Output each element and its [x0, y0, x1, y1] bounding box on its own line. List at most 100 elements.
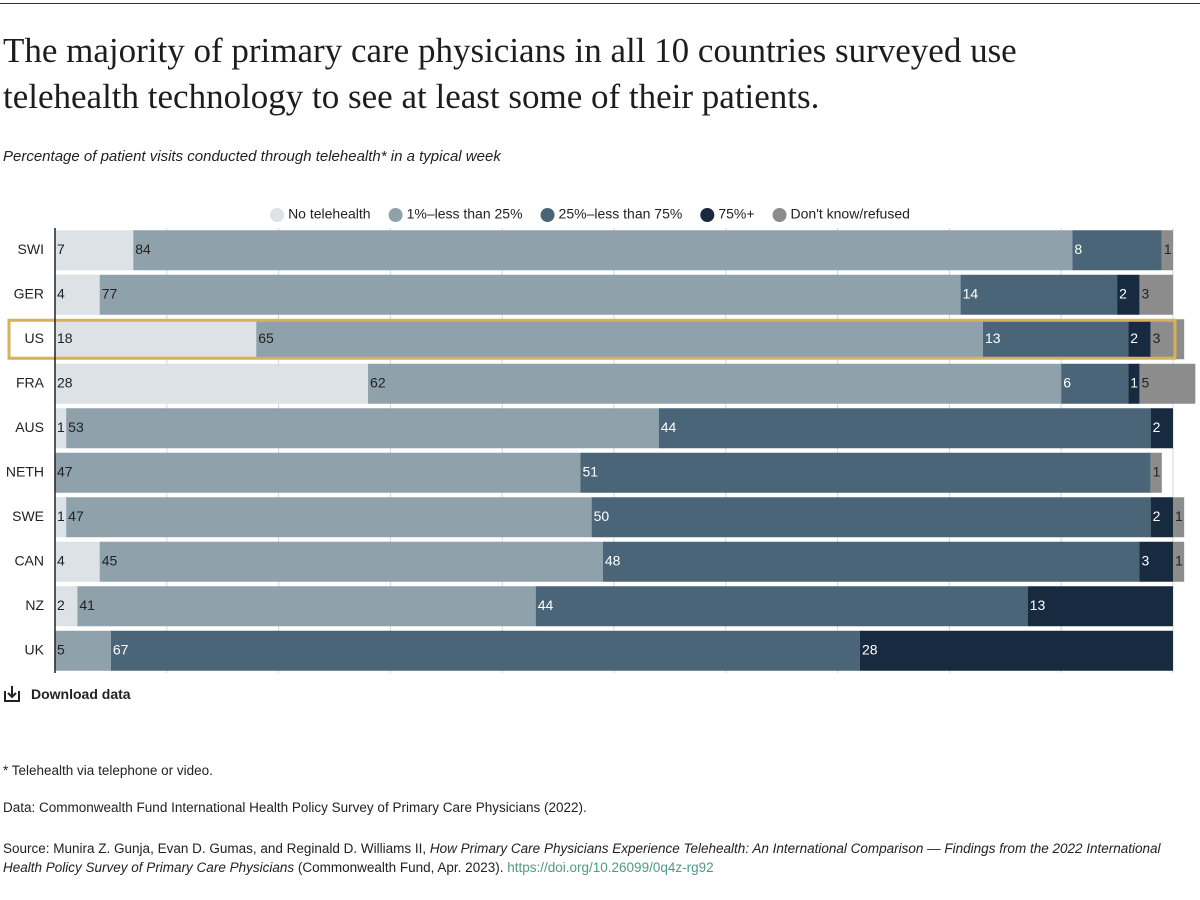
legend-label: Don't know/refused [791, 206, 910, 222]
data-label: 1 [1175, 552, 1183, 568]
bar-segment [1128, 363, 1140, 404]
data-label: 1 [1164, 241, 1172, 257]
data-label: 13 [1030, 597, 1046, 613]
data-label: 62 [370, 374, 386, 390]
bar-segment [368, 363, 1062, 404]
download-button[interactable]: Download data [3, 685, 131, 703]
bar-segment [1150, 452, 1162, 493]
bar-segment [1150, 319, 1185, 360]
footnote: * Telehealth via telephone or video. [3, 763, 213, 778]
y-tick-label: CAN [14, 552, 44, 568]
bar-segment [55, 541, 100, 582]
legend-swatch [700, 208, 715, 222]
bar-segment [66, 497, 592, 538]
legend-swatch [270, 208, 285, 222]
bar-segment [66, 408, 659, 449]
data-label: 3 [1141, 552, 1149, 568]
bar-segment [982, 319, 1129, 360]
data-label: 48 [605, 552, 621, 568]
data-label: 53 [68, 419, 84, 435]
data-label: 3 [1141, 285, 1149, 301]
data-label: 6 [1063, 374, 1071, 390]
bar-segment [1061, 363, 1129, 404]
y-tick-label: AUS [15, 419, 44, 435]
bar-segment [55, 230, 134, 271]
data-label: 84 [135, 241, 151, 257]
chart: No telehealth 1%–less than 25% 25%–less th… [6, 206, 1196, 673]
bar-segment [1161, 230, 1173, 271]
data-label: 1 [57, 508, 65, 524]
bar-segment [110, 630, 860, 671]
y-tick-label: GER [14, 285, 44, 301]
bar-segment [1117, 274, 1140, 315]
data-label: 50 [594, 508, 610, 524]
data-label: 2 [1130, 330, 1138, 346]
bar-segment [55, 408, 67, 449]
bar-segment [1150, 497, 1173, 538]
data-label: 77 [102, 285, 118, 301]
bar-segment [55, 630, 111, 671]
bar-segment [1173, 497, 1185, 538]
legend-label: No telehealth [288, 206, 371, 222]
data-label: 47 [68, 508, 84, 524]
bar-segment [1139, 274, 1173, 315]
data-label: 18 [57, 330, 73, 346]
bar-segment [535, 586, 1028, 627]
data-label: 41 [79, 597, 95, 613]
source-prefix: Source: Munira Z. Gunja, Evan D. Gumas, … [3, 841, 430, 856]
data-label: 13 [985, 330, 1001, 346]
bar-segment [1150, 408, 1173, 449]
data-label: 44 [538, 597, 554, 613]
legend-label: 1%–less than 25% [407, 206, 523, 222]
source-title: How Primary Care Physicians Experience T… [3, 841, 1161, 875]
bar-segment [1027, 586, 1173, 627]
bar-segment [859, 630, 1173, 671]
y-tick-label: UK [25, 641, 45, 657]
legend-swatch [388, 208, 403, 222]
bar-segment [99, 274, 961, 315]
data-label: 51 [582, 463, 598, 479]
bar-segment [99, 541, 603, 582]
bar-segment [591, 497, 1151, 538]
data-label: 5 [57, 641, 65, 657]
bar-segment [960, 274, 1118, 315]
data-label: 14 [963, 285, 979, 301]
data-label: 65 [258, 330, 274, 346]
bar-segment [77, 586, 536, 627]
source-link[interactable]: https://doi.org/10.26099/0q4z-rg92 [507, 860, 714, 875]
bar-segment [658, 408, 1151, 449]
y-tick-label: NETH [6, 463, 44, 479]
legend-swatch [772, 208, 787, 222]
data-label: 2 [1153, 508, 1161, 524]
data-label: 4 [57, 552, 65, 568]
y-tick-label: US [25, 330, 44, 346]
bar-segment [55, 497, 67, 538]
data-label: 1 [1153, 463, 1161, 479]
legend-label: 25%–less than 75% [559, 206, 683, 222]
bar-segment [580, 452, 1151, 493]
data-label: 7 [57, 241, 65, 257]
data-label: 47 [57, 463, 73, 479]
top-rule [0, 3, 1200, 4]
bar-segment [133, 230, 1073, 271]
source: Source: Munira Z. Gunja, Evan D. Gumas, … [3, 839, 1163, 877]
download-label[interactable]: Download data [31, 686, 131, 702]
highlight-box [7, 318, 1177, 360]
data-label: 67 [113, 641, 129, 657]
data-label: 2 [1119, 285, 1127, 301]
data-label: 45 [102, 552, 118, 568]
bar-segment [55, 319, 257, 360]
data-label: 2 [1153, 419, 1161, 435]
data-label: 44 [661, 419, 677, 435]
bar-segment [602, 541, 1140, 582]
data-label: 1 [1130, 374, 1138, 390]
bar-segment [55, 586, 78, 627]
bar-segment [55, 363, 369, 404]
y-tick-label: FRA [16, 374, 45, 390]
data-label: 1 [57, 419, 65, 435]
chart-subtitle: Percentage of patient visits conducted t… [3, 148, 501, 165]
bar-segment [1139, 541, 1173, 582]
download-icon [4, 686, 20, 702]
data-label: 5 [1141, 374, 1149, 390]
y-tick-label: SWI [18, 241, 44, 257]
